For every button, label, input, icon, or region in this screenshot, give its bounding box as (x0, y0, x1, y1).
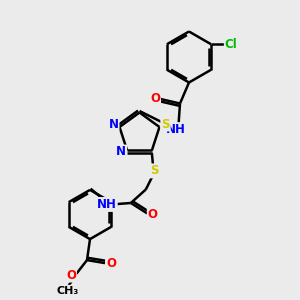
Text: N: N (116, 146, 126, 158)
Text: O: O (66, 268, 76, 282)
Text: S: S (161, 118, 170, 130)
Text: Cl: Cl (225, 38, 238, 51)
Text: S: S (151, 164, 159, 177)
Text: O: O (106, 256, 116, 270)
Text: N: N (109, 118, 118, 130)
Text: CH₃: CH₃ (56, 286, 79, 296)
Text: O: O (148, 208, 158, 221)
Text: NH: NH (166, 123, 186, 136)
Text: NH: NH (97, 198, 117, 211)
Text: O: O (150, 92, 160, 105)
